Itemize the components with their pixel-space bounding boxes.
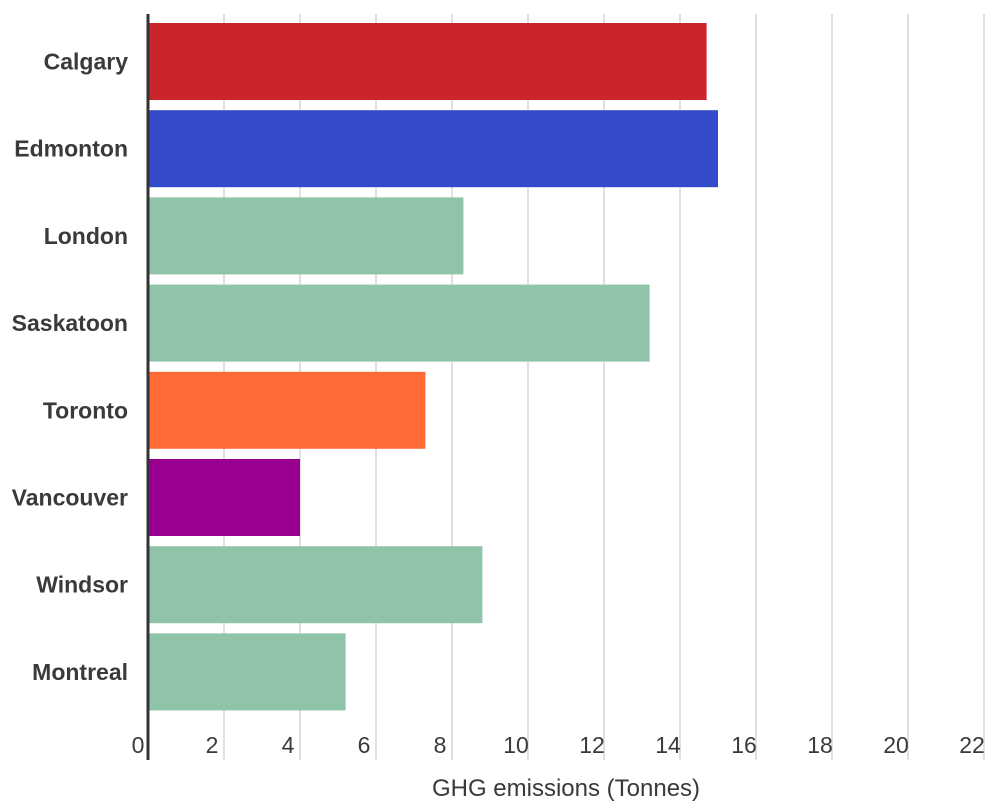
x-tick-label: 22	[959, 732, 985, 758]
bar-toronto	[148, 371, 426, 449]
category-label: Windsor	[36, 572, 128, 598]
category-labels: Calgary Edmonton London Saskatoon Toronto Van…	[12, 49, 129, 685]
bar-edmonton	[148, 110, 718, 188]
x-tick-label: 2	[206, 732, 219, 758]
x-tick-label: 10	[503, 732, 529, 758]
x-tick-labels: 0 2 4 6 8 10 12 14 16 18 20 22	[132, 732, 985, 758]
bar-london	[148, 197, 464, 275]
x-tick-label: 0	[132, 732, 145, 758]
x-tick-label: 8	[434, 732, 447, 758]
category-label: Vancouver	[12, 485, 128, 511]
bar-montreal	[148, 633, 346, 711]
category-label: Edmonton	[14, 136, 128, 162]
bar-vancouver	[148, 459, 300, 536]
category-label: Montreal	[32, 659, 128, 685]
category-label: London	[44, 223, 128, 249]
bar-windsor	[148, 546, 483, 624]
x-axis-title: GHG emissions (Tonnes)	[432, 775, 700, 802]
category-label: Saskatoon	[12, 310, 128, 336]
x-tick-label: 20	[883, 732, 909, 758]
bar-saskatoon	[148, 284, 650, 362]
x-tick-label: 6	[358, 732, 371, 758]
category-label: Toronto	[43, 397, 128, 423]
x-tick-label: 14	[655, 732, 681, 758]
x-tick-label: 12	[579, 732, 605, 758]
x-tick-label: 18	[807, 732, 833, 758]
bars	[148, 23, 718, 711]
bar-calgary	[148, 23, 707, 100]
category-label: Calgary	[44, 49, 129, 75]
x-tick-label: 16	[731, 732, 757, 758]
x-tick-label: 4	[282, 732, 295, 758]
